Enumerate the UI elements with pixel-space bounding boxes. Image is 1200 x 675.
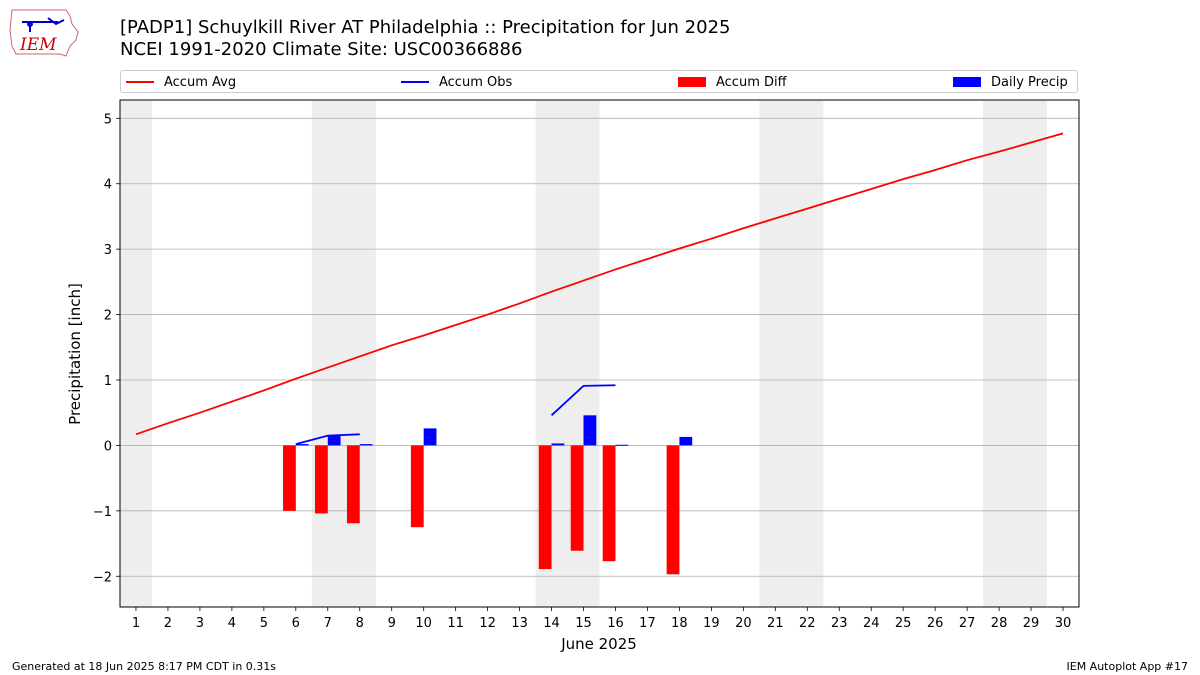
x-tick-label: 6 — [292, 616, 300, 631]
legend-label-accum-avg: Accum Avg — [164, 74, 237, 90]
legend-entry-daily-precip: Daily Precip — [953, 74, 1068, 90]
daily-precip-bar — [359, 444, 373, 446]
y-tick-label: 3 — [104, 243, 112, 258]
x-tick-label: 18 — [671, 616, 688, 631]
iem-logo: IEM — [9, 9, 79, 57]
footer-generated-text: Generated at 18 Jun 2025 8:17 PM CDT in … — [12, 660, 277, 673]
x-tick-label: 30 — [1055, 616, 1072, 631]
weekend-shade — [311, 100, 376, 607]
x-tick-label: 7 — [324, 616, 332, 631]
daily-precip-bar — [327, 435, 341, 446]
x-tick-label: 24 — [863, 616, 880, 631]
accum-diff-bar — [570, 445, 584, 551]
chart-legend: Accum Avg Accum Obs Accum Diff Daily Pre… — [120, 70, 1078, 93]
x-tick-label: 3 — [196, 616, 204, 631]
x-tick-label: 12 — [479, 616, 496, 631]
daily-precip-bar — [615, 444, 629, 446]
x-axis-label: June 2025 — [560, 635, 637, 653]
accum-obs-line — [550, 384, 616, 416]
x-tick-label: 23 — [831, 616, 848, 631]
x-tick-label: 22 — [799, 616, 816, 631]
chart-title: [PADP1] Schuylkill River AT Philadelphia… — [120, 17, 731, 38]
accum-diff-bar — [602, 445, 616, 562]
x-tick-label: 16 — [607, 616, 624, 631]
y-tick-label: 1 — [104, 374, 112, 389]
accum-diff-bar — [346, 445, 360, 524]
x-tick-label: 27 — [959, 616, 976, 631]
x-tick-label: 9 — [388, 616, 396, 631]
x-tick-label: 19 — [703, 616, 720, 631]
x-tick-label: 5 — [260, 616, 268, 631]
legend-swatch-accum-obs — [401, 81, 429, 83]
accum-diff-bar — [666, 445, 680, 575]
y-tick-label: −1 — [93, 505, 112, 520]
x-tick-label: 28 — [991, 616, 1008, 631]
accum-diff-bar — [410, 445, 424, 528]
y-tick-label: −2 — [93, 570, 112, 585]
x-tick-label: 25 — [895, 616, 912, 631]
x-tick-label: 14 — [543, 616, 560, 631]
weekend-shade — [535, 100, 600, 607]
x-tick-label: 11 — [447, 616, 464, 631]
y-axis-label: Precipitation [inch] — [66, 283, 84, 425]
x-tick-label: 17 — [639, 616, 656, 631]
x-tick-label: 10 — [415, 616, 432, 631]
svg-text:IEM: IEM — [19, 35, 57, 55]
accum-avg-line — [135, 132, 1064, 436]
x-tick-label: 4 — [228, 616, 236, 631]
x-tick-label: 1 — [132, 616, 140, 631]
weekend-shade — [759, 100, 824, 607]
x-tick-label: 21 — [767, 616, 784, 631]
daily-precip-bar — [551, 443, 565, 446]
legend-entry-accum-avg: Accum Avg — [126, 74, 236, 90]
x-tick-label: 8 — [356, 616, 364, 631]
accum-diff-bar — [283, 445, 296, 511]
y-tick-label: 2 — [104, 309, 112, 324]
daily-precip-bar — [295, 444, 309, 446]
chart-subtitle: NCEI 1991-2020 Climate Site: USC00366886 — [120, 39, 523, 60]
legend-label-accum-obs: Accum Obs — [439, 74, 513, 90]
footer-app-text: IEM Autoplot App #17 — [1066, 660, 1189, 673]
accum-diff-bar — [314, 445, 328, 514]
y-tick-label: 4 — [104, 178, 112, 193]
accum-diff-bar — [538, 445, 552, 570]
legend-entry-accum-diff: Accum Diff — [678, 74, 787, 90]
x-tick-label: 15 — [575, 616, 592, 631]
daily-precip-bar — [423, 428, 437, 446]
legend-swatch-accum-avg — [126, 81, 154, 83]
legend-label-daily-precip: Daily Precip — [991, 74, 1068, 90]
y-tick-label: 0 — [104, 439, 112, 454]
x-tick-label: 26 — [927, 616, 944, 631]
legend-swatch-daily-precip — [953, 77, 981, 87]
legend-label-accum-diff: Accum Diff — [716, 74, 787, 90]
daily-precip-bar — [583, 415, 597, 446]
x-tick-label: 2 — [164, 616, 172, 631]
daily-precip-bar — [679, 436, 693, 446]
accum-obs-line — [295, 433, 360, 445]
plot-frame — [119, 99, 1080, 608]
weekend-shade — [983, 100, 1048, 607]
x-tick-label: 20 — [735, 616, 752, 631]
legend-swatch-accum-diff — [678, 77, 706, 87]
legend-entry-accum-obs: Accum Obs — [401, 74, 512, 90]
y-tick-label: 5 — [104, 112, 112, 127]
x-tick-label: 29 — [1023, 616, 1040, 631]
x-tick-label: 13 — [511, 616, 528, 631]
weekend-shade — [120, 100, 152, 607]
